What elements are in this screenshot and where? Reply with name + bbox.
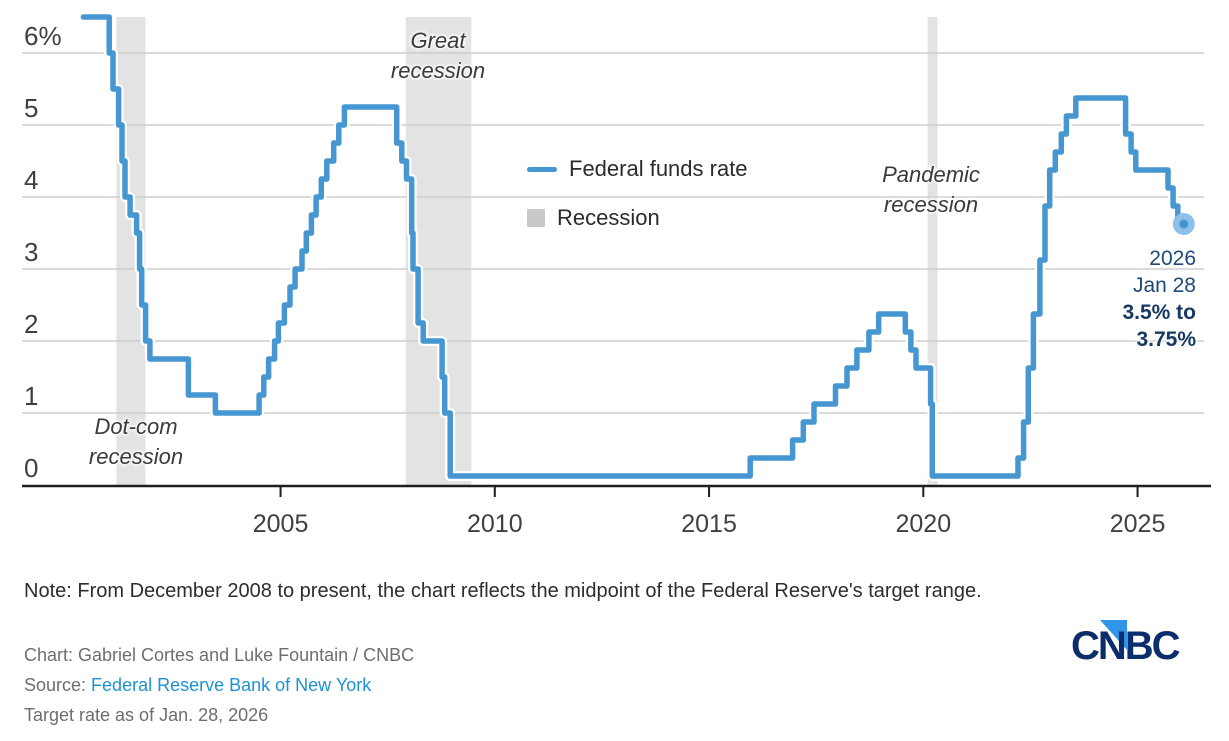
y-axis-tick-label: 5 [24, 93, 38, 123]
recession-swatch-icon [527, 209, 545, 227]
x-axis-tick-label: 2015 [681, 510, 737, 538]
annotation-great-recession: Great recession [390, 28, 486, 83]
latest-rate-range-line1: 3.5% to [1122, 301, 1196, 324]
legend-label-recession: Recession [557, 205, 660, 230]
endpoint-dot [1179, 219, 1189, 229]
annotation-latest-rate: 2026 Jan 28 3.5% to 3.75% [1122, 245, 1196, 353]
y-axis-tick-label: 6% [24, 21, 62, 51]
x-axis-tick-label: 2005 [253, 510, 309, 538]
recession-band [927, 17, 938, 485]
source-line: Source: Federal Reserve Bank of New York [24, 670, 414, 700]
fed-funds-line-casing [78, 12, 1189, 481]
x-axis-tick-label: 2010 [467, 510, 523, 538]
source-label: Source: [24, 675, 92, 695]
fed-funds-rate-chart: 0 1 2 3 4 5 6% 2005 2010 2015 2020 2025 [22, 12, 1211, 538]
latest-rate-year: 2026 [1149, 247, 1196, 270]
chart-note: Note: From December 2008 to present, the… [24, 580, 982, 602]
y-axis-tick-label: 1 [24, 381, 38, 411]
cnbc-logo: CNBC [1071, 620, 1201, 674]
legend-item-fed-funds: Federal funds rate [527, 156, 748, 182]
y-axis-tick-label: 0 [24, 453, 38, 483]
x-axis-tick-label: 2025 [1110, 510, 1166, 538]
cnbc-logo-text: CNBC [1071, 624, 1181, 668]
latest-rate-range-line2: 3.75% [1136, 328, 1196, 351]
target-rate-note: Target rate as of Jan. 28, 2026 [24, 705, 269, 725]
annotation-pandemic-recession: Pandemic recession [882, 162, 980, 217]
x-axis-tick-label: 2020 [895, 510, 951, 538]
y-axis-tick-label: 4 [24, 165, 38, 195]
y-axis-tick-label: 3 [24, 237, 38, 267]
chart-legend: Federal funds rate Recession [527, 156, 748, 231]
annotation-dotcom-recession: Dot-com recession [88, 414, 184, 469]
credit-line: Chart: Gabriel Cortes and Luke Fountain … [24, 645, 415, 665]
latest-rate-date: Jan 28 [1132, 274, 1196, 297]
source-link[interactable]: Federal Reserve Bank of New York [91, 675, 372, 695]
fed-funds-rate-line [80, 14, 1187, 479]
legend-label-fed-funds: Federal funds rate [569, 156, 748, 181]
legend-item-recession: Recession [527, 205, 748, 231]
y-axis-tick-label: 2 [24, 309, 38, 339]
chart-credits: Chart: Gabriel Cortes and Luke Fountain … [24, 640, 414, 730]
line-swatch-icon [527, 166, 557, 172]
